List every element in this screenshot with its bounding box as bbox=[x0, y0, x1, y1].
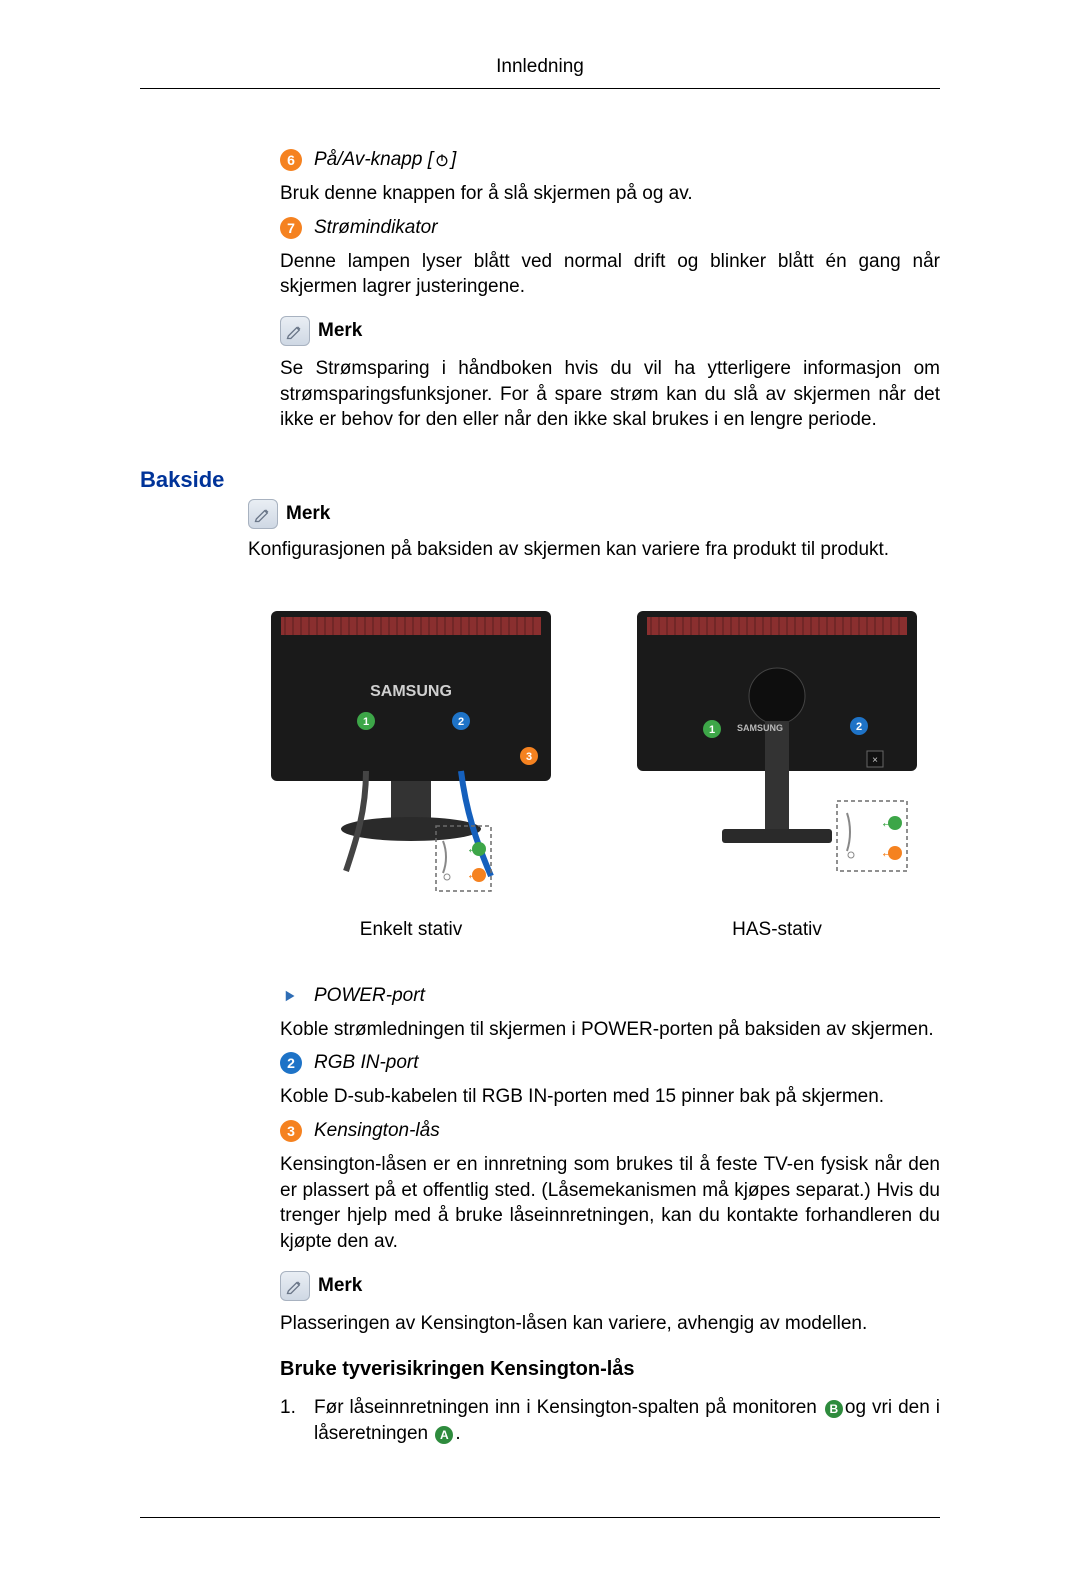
bakside-note-wrap: Merk bbox=[248, 499, 940, 529]
port-2: 2 RGB IN-port Koble D‑sub-kabelen til RG… bbox=[280, 1052, 940, 1110]
kensington-step-1: 1. Før låseinnretningen inn i Kensington… bbox=[280, 1395, 940, 1446]
bullet-2-icon: 2 bbox=[280, 1052, 302, 1074]
item-7-title: Strømindikator bbox=[314, 217, 438, 239]
item-7: 7 Strømindikator Denne lampen lyser blåt… bbox=[280, 217, 940, 433]
note-3-body: Plasseringen av Kensington-låsen kan var… bbox=[280, 1311, 940, 1337]
step-1-part3: . bbox=[455, 1423, 460, 1444]
bullet-7-icon: 7 bbox=[280, 217, 302, 239]
footer-rule bbox=[140, 1517, 940, 1518]
monitor-right-svg: SAMSUNG 1 2 × ← ← bbox=[627, 601, 927, 901]
item-7-body: Denne lampen lyser blått ved normal drif… bbox=[280, 249, 940, 300]
port-3-body: Kensington-låsen er en innretning som br… bbox=[280, 1152, 940, 1255]
port-1: POWER-port Koble strømledningen til skje… bbox=[280, 985, 940, 1043]
note-3: Merk bbox=[280, 1271, 940, 1301]
bakside-config-line: Konfigurasjonen på baksiden av skjermen … bbox=[248, 539, 940, 561]
svg-text:←: ← bbox=[880, 844, 894, 860]
note-1-body: Se Strømsparing i håndboken hvis du vil … bbox=[280, 356, 940, 433]
monitor-left-svg: SAMSUNG 1 2 3 ← ← bbox=[261, 601, 561, 901]
step-1-marker: 1. bbox=[280, 1395, 314, 1446]
step-1-text: Før låseinnretningen inn i Kensington-sp… bbox=[314, 1395, 940, 1446]
brand-text: SAMSUNG bbox=[370, 683, 452, 700]
item-6-title-prefix: På/Av-knapp [ bbox=[314, 149, 433, 170]
note-icon bbox=[248, 499, 278, 529]
step-1-part1: Før låseinnretningen inn i Kensington-sp… bbox=[314, 1397, 823, 1418]
bakside-heading: Bakside bbox=[140, 467, 940, 493]
port-1-header: POWER-port bbox=[280, 985, 940, 1007]
note-1-label: Merk bbox=[318, 320, 362, 342]
item-6: 6 På/Av-knapp [] Bruk denne knappen for … bbox=[280, 149, 940, 207]
svg-text:1: 1 bbox=[709, 724, 715, 736]
port-3: 3 Kensington-lås Kensington-låsen er en … bbox=[280, 1120, 940, 1446]
svg-text:←: ← bbox=[466, 866, 480, 882]
svg-text:×: × bbox=[872, 755, 878, 766]
port-1-title: POWER-port bbox=[314, 985, 425, 1007]
port-2-body: Koble D‑sub-kabelen til RGB IN-porten me… bbox=[280, 1084, 940, 1110]
item-7-header: 7 Strømindikator bbox=[280, 217, 940, 239]
svg-text:2: 2 bbox=[856, 721, 862, 733]
port-3-title: Kensington-lås bbox=[314, 1120, 440, 1142]
kensington-heading: Bruke tyverisikringen Kensington-lås bbox=[280, 1358, 940, 1381]
svg-text:←: ← bbox=[880, 814, 894, 830]
svg-text:SAMSUNG: SAMSUNG bbox=[737, 723, 783, 733]
port-3-header: 3 Kensington-lås bbox=[280, 1120, 940, 1142]
item-6-body: Bruk denne knappen for å slå skjermen på… bbox=[280, 181, 940, 207]
caption-left: Enkelt stativ bbox=[360, 919, 462, 941]
port-2-header: 2 RGB IN-port bbox=[280, 1052, 940, 1074]
note-icon bbox=[280, 1271, 310, 1301]
note-1: Merk bbox=[280, 316, 940, 346]
monitor-right: SAMSUNG 1 2 × ← ← HAS-stativ bbox=[614, 601, 940, 941]
monitor-illustrations: SAMSUNG 1 2 3 ← ← bbox=[248, 601, 940, 941]
svg-text:2: 2 bbox=[458, 716, 464, 728]
note-3-label: Merk bbox=[318, 1275, 362, 1297]
page-header: Innledning bbox=[140, 56, 940, 89]
port-1-body: Koble strømledningen til skjermen i POWE… bbox=[280, 1017, 940, 1043]
note-2-label: Merk bbox=[286, 503, 330, 525]
monitor-left: SAMSUNG 1 2 3 ← ← bbox=[248, 601, 574, 941]
note-icon bbox=[280, 316, 310, 346]
caption-right: HAS-stativ bbox=[732, 919, 822, 941]
page: Innledning 6 På/Av-knapp [] Bruk denne k… bbox=[0, 0, 1080, 1578]
item-6-header: 6 På/Av-knapp [] bbox=[280, 149, 940, 171]
bullet-6-icon: 6 bbox=[280, 149, 302, 171]
svg-text:3: 3 bbox=[526, 751, 532, 763]
port-2-title: RGB IN-port bbox=[314, 1052, 419, 1074]
item-6-title-suffix: ] bbox=[451, 149, 456, 170]
svg-text:1: 1 bbox=[363, 716, 369, 728]
bullet-3-icon: 3 bbox=[280, 1120, 302, 1142]
note-2: Merk bbox=[248, 499, 940, 529]
item-6-title: På/Av-knapp [] bbox=[314, 149, 456, 171]
inline-a-icon: A bbox=[435, 1426, 453, 1444]
power-icon bbox=[433, 151, 451, 169]
inline-b-icon: B bbox=[825, 1400, 843, 1418]
arrow-icon bbox=[280, 985, 302, 1007]
svg-text:←: ← bbox=[466, 840, 480, 856]
